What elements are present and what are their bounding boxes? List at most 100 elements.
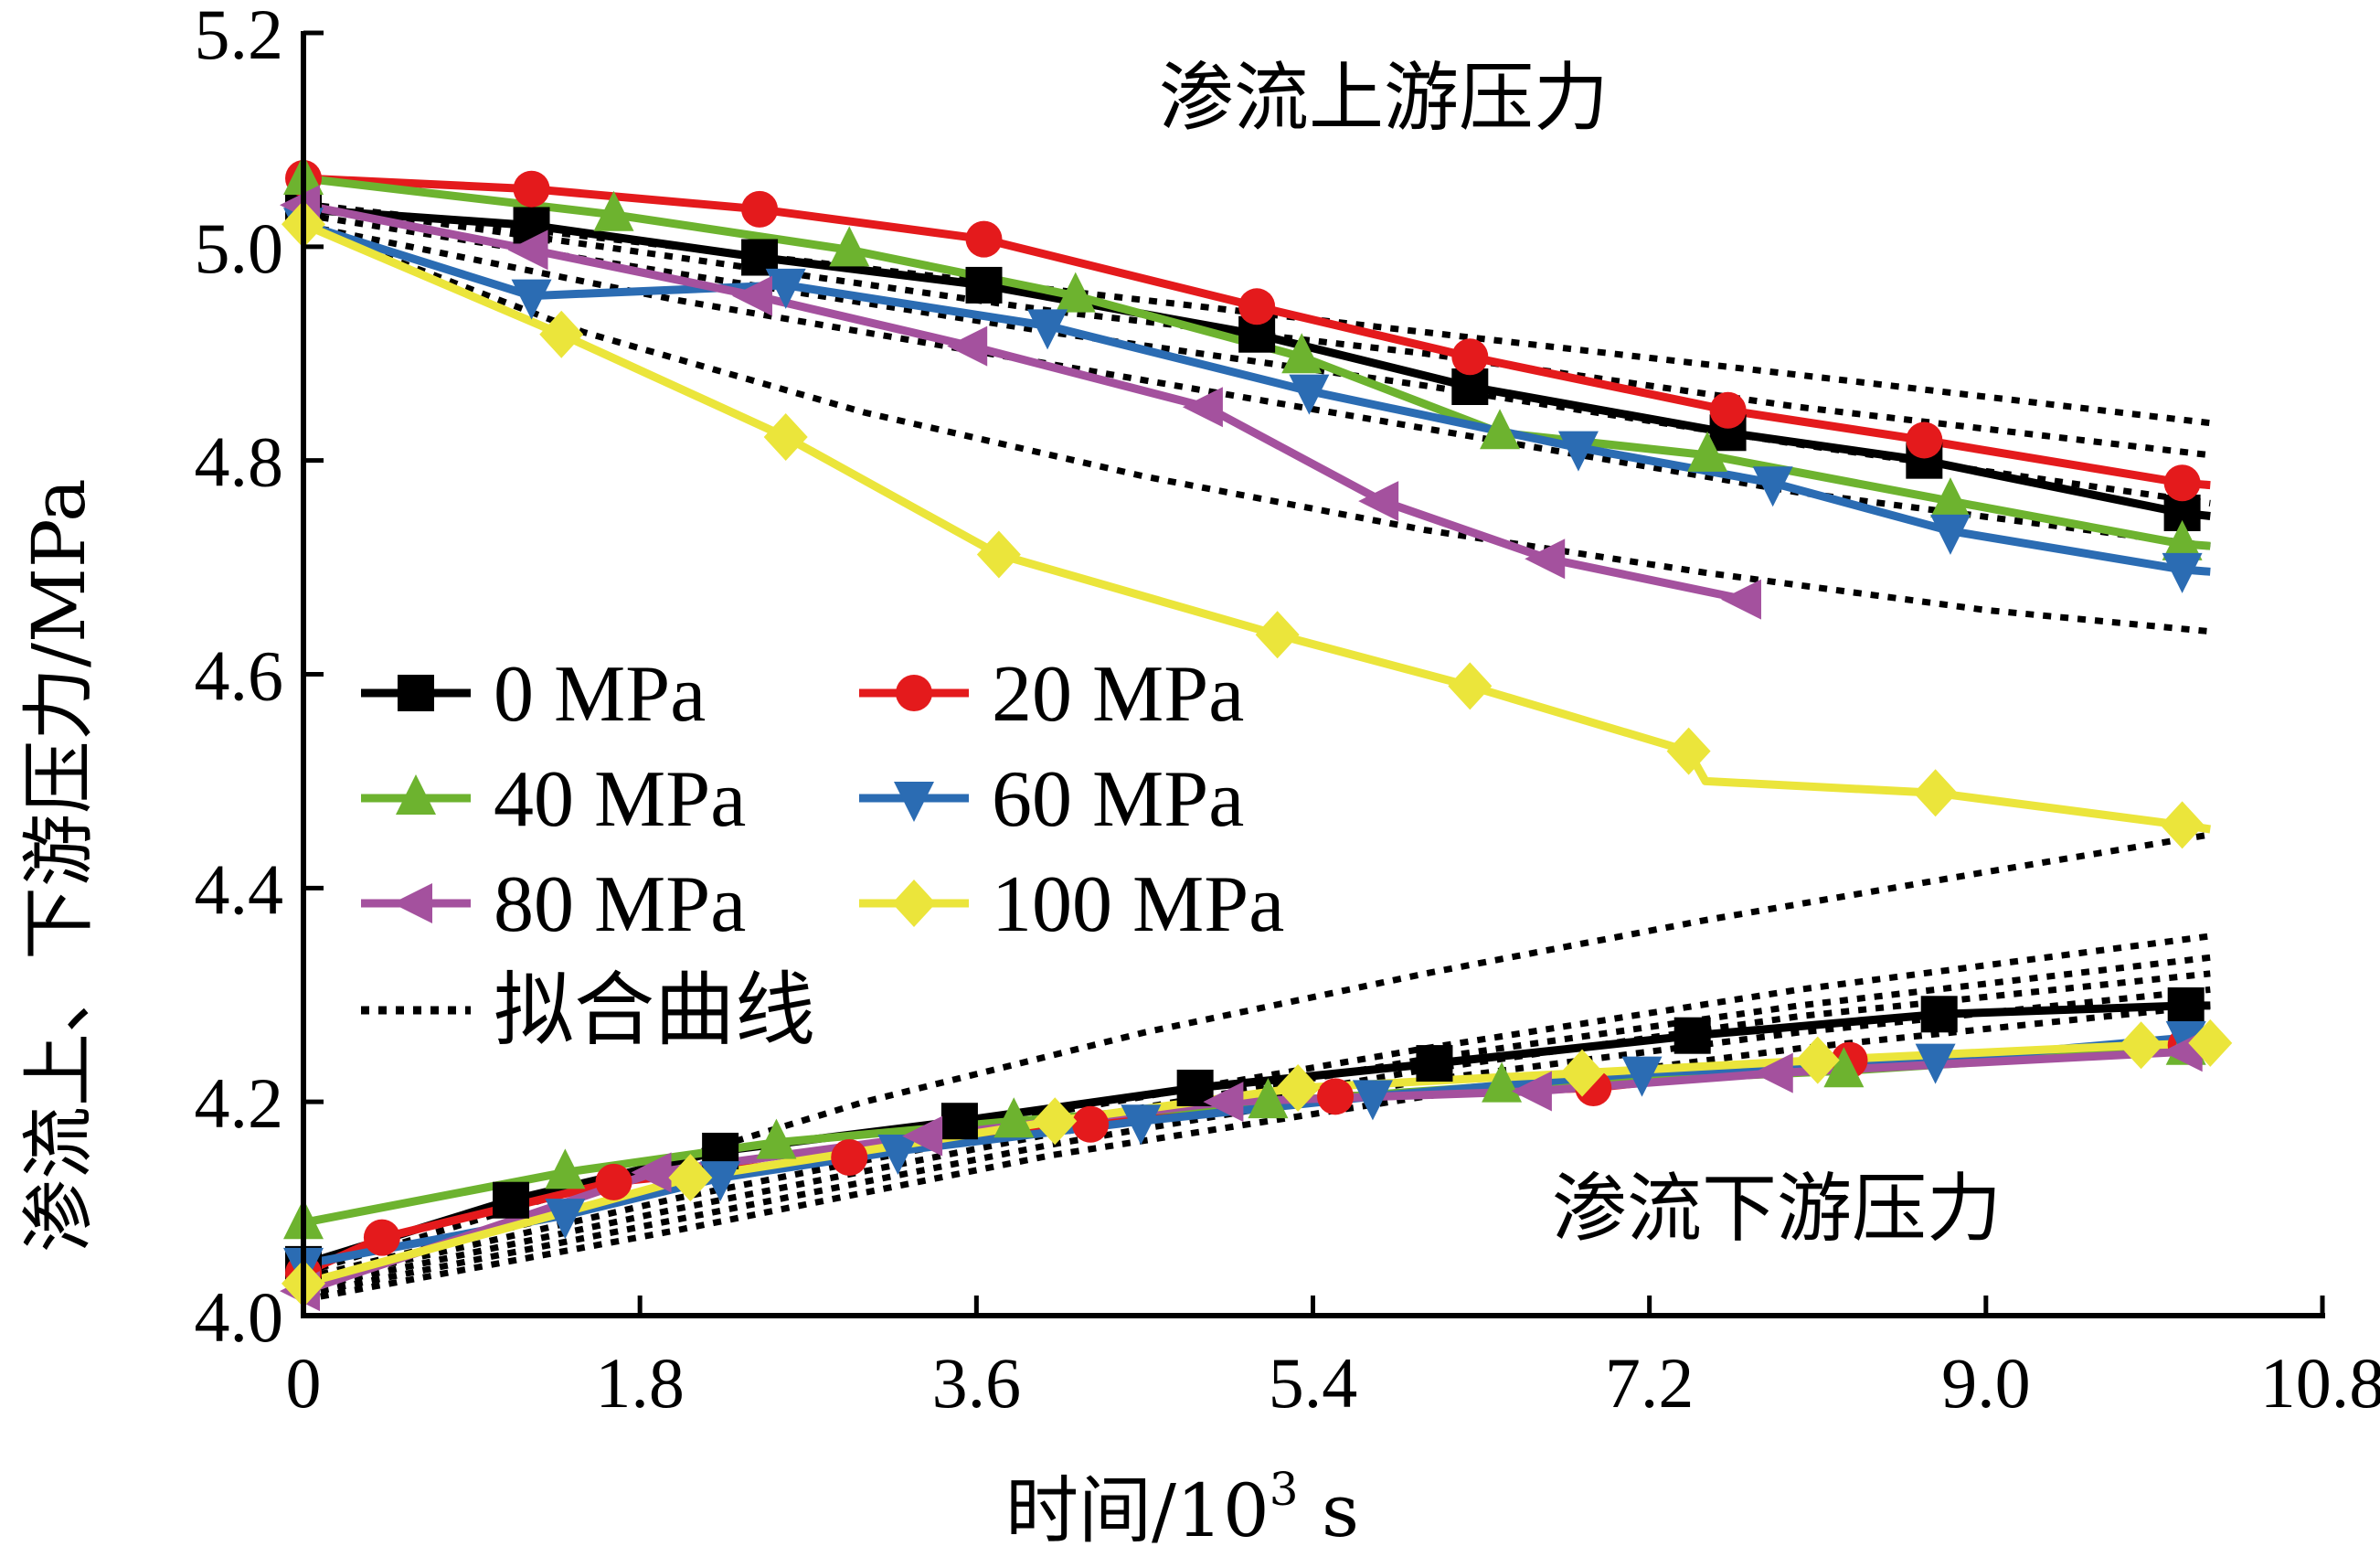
triangle-up-marker	[829, 226, 870, 267]
legend-item-40MPa: 40 MPa	[361, 755, 746, 844]
triangle-left-marker	[1525, 539, 1566, 580]
y-tick-label: 4.6	[195, 636, 284, 716]
triangle-up-marker	[1482, 1061, 1523, 1103]
triangle-up-marker	[1248, 1078, 1289, 1119]
circle-marker	[2163, 464, 2201, 502]
diamond-marker	[1666, 727, 1711, 775]
triangle-up-marker	[545, 1148, 586, 1189]
triangle-left-marker	[1752, 1052, 1793, 1093]
legend-label: 20 MPa	[992, 650, 1244, 739]
series-line-60MPa-upstream	[302, 220, 2211, 576]
triangle-down-marker	[2162, 552, 2203, 593]
y-axis-title: 渗流上、下游压力/MPa	[16, 478, 101, 1253]
diamond-marker	[539, 310, 584, 358]
legend-label: 40 MPa	[494, 755, 746, 844]
triangle-up-marker	[756, 1118, 797, 1159]
y-tick-label: 4.2	[195, 1063, 284, 1143]
circle-marker	[1451, 338, 1489, 376]
fit-curve	[303, 222, 2211, 549]
triangle-down-marker	[765, 268, 806, 309]
series-line-0MPa-upstream	[303, 205, 2211, 520]
square-marker	[940, 1103, 978, 1140]
x-axis-title: 时间/103 s	[1005, 1463, 1359, 1553]
circle-marker	[1317, 1078, 1355, 1115]
legend-label: 80 MPa	[494, 860, 746, 949]
triangle-left-marker	[507, 229, 548, 271]
triangle-left-marker	[1720, 579, 1761, 620]
x-tick-label: 3.6	[932, 1343, 1022, 1423]
triangle-up-marker	[1281, 333, 1323, 374]
series-line-80MPa-upstream	[303, 200, 1746, 604]
x-axis-title-sup: 3	[1270, 1463, 1299, 1516]
diamond-marker	[2160, 801, 2205, 849]
legend-item-80MPa: 80 MPa	[361, 860, 746, 949]
triangle-left-marker	[1203, 1082, 1244, 1123]
circle-marker	[1709, 391, 1747, 429]
series-line-40MPa-upstream	[303, 174, 2211, 550]
circle-marker	[363, 1219, 400, 1256]
x-ticks: 0 1.8 3.6 5.4 7.2 9.0 10.8	[286, 1296, 2380, 1423]
y-ticks: 4.0 4.2 4.4 4.6 4.8 5.0 5.2	[195, 0, 324, 1357]
circle-marker	[513, 170, 550, 208]
diamond-marker	[1913, 769, 1958, 817]
x-tick-label: 0	[286, 1343, 322, 1423]
fit-curves-layer	[302, 200, 2211, 1303]
diamond-marker	[1255, 611, 1300, 659]
x-tick-label: 5.4	[1269, 1343, 1358, 1423]
triangle-down-marker	[1621, 1056, 1663, 1097]
circle-marker	[965, 220, 1003, 258]
fit-curve	[303, 1002, 2211, 1303]
square-marker	[493, 1181, 530, 1219]
triangle-down-marker	[1752, 466, 1793, 507]
diamond-marker	[1795, 1036, 1840, 1084]
triangle-down-marker	[700, 1161, 741, 1202]
diamond-marker	[2188, 1018, 2233, 1067]
triangle-left-marker	[1358, 481, 1399, 522]
y-tick-label: 4.4	[195, 849, 284, 929]
diamond-marker	[1033, 1097, 1078, 1146]
diamond-marker	[763, 412, 808, 461]
triangle-up-marker	[1480, 409, 1521, 450]
diamond-marker	[668, 1154, 713, 1202]
triangle-down-marker	[1121, 1104, 1162, 1146]
square-marker	[2167, 986, 2205, 1024]
legend-label: 100 MPa	[992, 860, 1284, 949]
downstream-annotation: 渗流下游压力	[1552, 1166, 2002, 1253]
triangle-down-marker	[1289, 374, 1330, 415]
triangle-down-marker	[1915, 1043, 1956, 1084]
triangle-left-marker	[1182, 387, 1223, 428]
legend-label: 60 MPa	[992, 755, 1244, 844]
square-marker	[1673, 1017, 1711, 1054]
triangle-down-marker	[877, 1134, 919, 1175]
fit-curve	[302, 222, 2211, 635]
legend-item-fit: 拟合曲线	[361, 967, 815, 1056]
legend: 0 MPa 20 MPa 40 MPa 60 MPa 80 MPa 100 MPa 拟合曲线	[361, 650, 1284, 1056]
triangle-up-marker	[993, 1097, 1035, 1138]
legend-item-20MPa: 20 MPa	[859, 650, 1244, 739]
triangle-up-marker	[1055, 272, 1096, 313]
series-line-20MPa-upstream	[303, 174, 2211, 490]
triangle-down-marker	[1557, 431, 1599, 472]
circle-marker	[1906, 421, 1943, 459]
triangle-up-marker	[396, 774, 436, 815]
circle-marker	[896, 675, 932, 711]
triangle-up-marker	[593, 190, 634, 231]
fit-curve	[303, 954, 2211, 1287]
legend-item-60MPa: 60 MPa	[859, 755, 1244, 844]
triangle-down-marker	[1027, 309, 1068, 350]
x-tick-label: 10.8	[2260, 1343, 2380, 1423]
x-axis-title-unit: s	[1299, 1468, 1359, 1553]
y-tick-label: 4.8	[195, 422, 284, 502]
circle-marker	[1072, 1105, 1110, 1143]
triangle-left-marker	[731, 275, 772, 316]
diamond-marker	[892, 880, 936, 927]
diamond-marker	[1448, 662, 1493, 710]
triangle-down-marker	[894, 782, 934, 822]
triangle-down-marker	[511, 279, 552, 320]
triangle-down-marker	[1352, 1080, 1393, 1121]
triangle-left-marker	[1511, 1071, 1552, 1112]
diamond-marker	[976, 530, 1021, 579]
legend-label: 拟合曲线	[494, 967, 815, 1056]
square-marker	[1416, 1045, 1453, 1082]
